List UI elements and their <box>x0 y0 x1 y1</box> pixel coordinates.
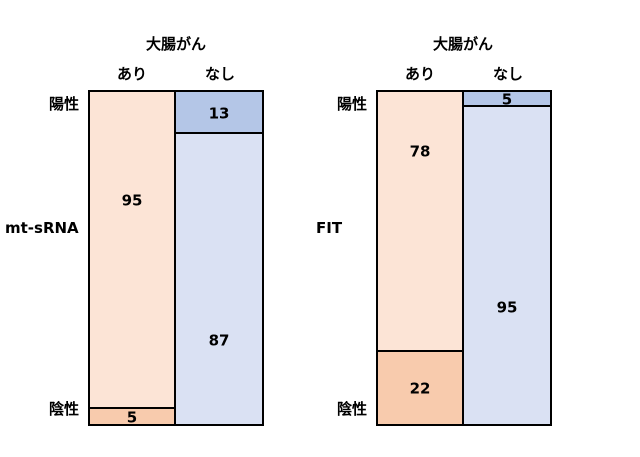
cell-yes-negative: 22 <box>376 350 464 426</box>
cell-value: 95 <box>496 298 518 317</box>
column-label-yes: あり <box>404 65 436 83</box>
header-label: 大腸がん <box>432 35 494 53</box>
cell-value: 13 <box>208 104 230 123</box>
test-label: FIT <box>316 219 343 237</box>
header-label: 大腸がん <box>145 35 207 53</box>
column-label-yes: あり <box>116 65 148 83</box>
mosaic-plot: 78 22 5 95 <box>376 90 552 426</box>
column-label-no: なし <box>204 65 236 83</box>
cell-value: 5 <box>501 90 513 109</box>
cell-no-positive: 13 <box>174 90 264 134</box>
cell-value: 78 <box>409 142 431 161</box>
column-label-no: なし <box>492 65 524 83</box>
cell-yes-positive: 78 <box>376 90 464 353</box>
cell-no-negative: 87 <box>174 131 264 426</box>
cell-value: 5 <box>126 408 138 427</box>
row-label-positive: 陽性 <box>337 95 368 113</box>
cell-no-negative: 95 <box>462 104 552 426</box>
mosaic-plot: 95 5 13 87 <box>88 90 264 426</box>
row-label-negative: 陰性 <box>337 400 368 418</box>
cell-value: 22 <box>409 379 431 398</box>
test-label: mt-sRNA <box>5 219 79 237</box>
cell-yes-negative: 5 <box>88 407 176 426</box>
cell-value: 95 <box>121 191 143 210</box>
row-label-positive: 陽性 <box>49 95 80 113</box>
row-label-negative: 陰性 <box>49 400 80 418</box>
cell-yes-positive: 95 <box>88 90 176 410</box>
cell-value: 87 <box>208 331 230 350</box>
